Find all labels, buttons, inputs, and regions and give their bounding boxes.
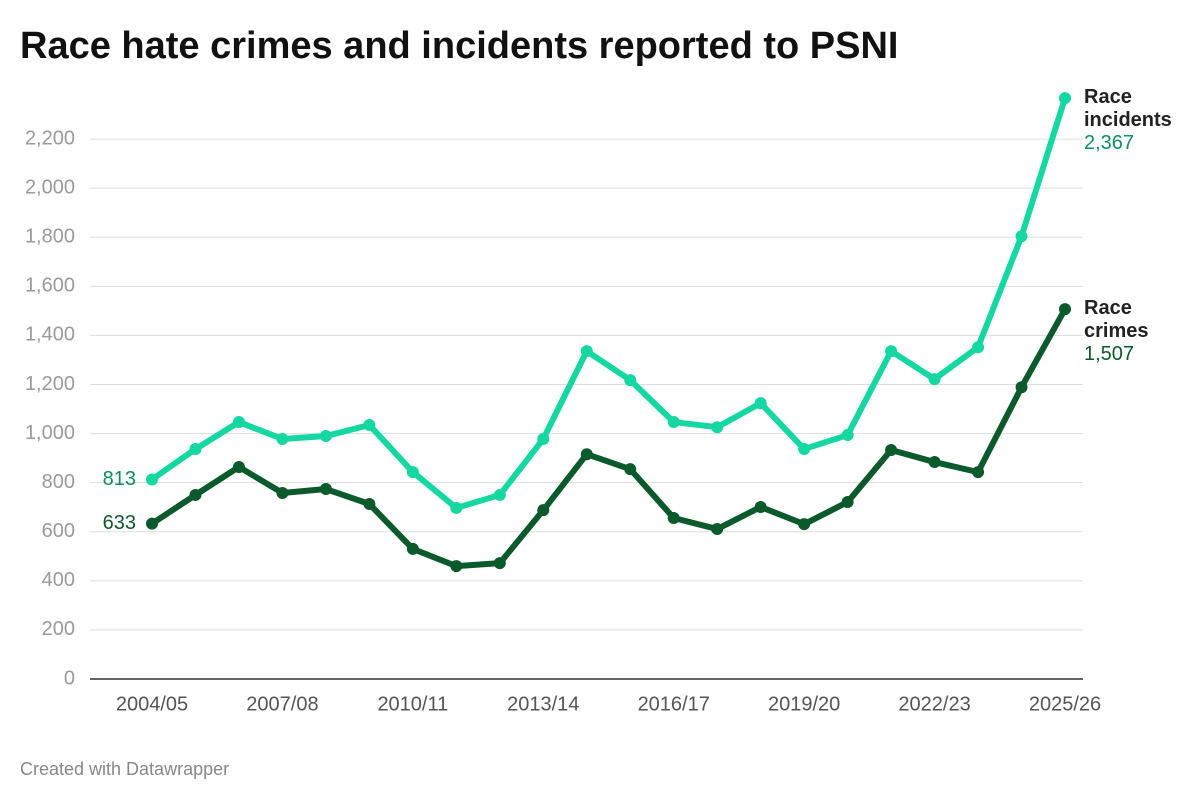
data-point <box>928 373 941 386</box>
data-point <box>363 498 376 511</box>
data-point <box>276 432 289 445</box>
data-point <box>146 473 158 486</box>
credit: Created with Datawrapper <box>20 759 229 779</box>
data-point <box>624 374 637 387</box>
x-tick-label: 2016/17 <box>638 693 710 715</box>
data-point <box>493 488 506 501</box>
y-tick-label: 1,600 <box>25 275 75 297</box>
data-point <box>580 448 593 461</box>
data-point <box>1015 230 1028 243</box>
data-point <box>754 500 767 513</box>
data-point <box>232 460 245 473</box>
data-point <box>667 512 680 525</box>
data-point <box>624 463 637 476</box>
y-tick-label: 2,200 <box>25 127 75 149</box>
data-point <box>1015 381 1028 394</box>
x-tick-label: 2004/05 <box>116 693 188 715</box>
data-point <box>406 466 419 479</box>
y-tick-label: 400 <box>42 569 75 591</box>
legend-label: Race crimes <box>1084 297 1149 343</box>
data-point <box>667 416 680 429</box>
y-tick-label: 1,400 <box>25 324 75 346</box>
data-point <box>537 504 550 517</box>
x-tick-label: 2025/26 <box>1029 693 1101 715</box>
data-point <box>928 456 941 469</box>
data-point <box>754 397 767 410</box>
data-point <box>276 486 289 499</box>
value-label: 2,367 <box>1084 132 1135 155</box>
data-point <box>232 416 245 429</box>
data-point <box>363 418 376 431</box>
end-label: Race incidents 2,367 <box>1084 86 1194 155</box>
value-label: 1,507 <box>1084 343 1135 366</box>
data-point <box>146 517 158 530</box>
y-tick-label: 800 <box>42 471 75 493</box>
y-tick-label: 0 <box>64 667 75 689</box>
data-point <box>972 466 985 479</box>
data-point <box>319 483 332 496</box>
chart-title: Race hate crimes and incidents reported … <box>20 25 898 67</box>
data-point <box>885 444 898 457</box>
data-point <box>406 542 419 555</box>
data-point <box>450 560 463 573</box>
series-line <box>150 97 1068 511</box>
data-point <box>450 501 463 514</box>
y-tick-label: 2,000 <box>25 176 75 198</box>
data-point <box>711 421 724 434</box>
x-tick-label: 2019/20 <box>768 693 840 715</box>
data-point <box>580 345 593 358</box>
data-point <box>537 432 550 445</box>
y-tick-label: 200 <box>42 618 75 640</box>
x-tick-label: 2010/11 <box>377 693 448 715</box>
data-point <box>493 557 506 570</box>
data-point <box>885 345 898 358</box>
data-point <box>1059 303 1071 316</box>
y-tick-label: 600 <box>42 520 75 542</box>
value-label: 633 <box>103 512 136 534</box>
data-point <box>319 430 332 443</box>
data-point <box>798 443 811 456</box>
series-line <box>150 307 1068 570</box>
data-point <box>1059 92 1071 105</box>
legend-label: Race incidents <box>1084 86 1172 132</box>
y-tick-label: 1,800 <box>25 226 75 248</box>
y-tick-label: 1,000 <box>25 422 75 444</box>
x-tick-label: 2013/14 <box>507 693 579 715</box>
data-point <box>841 496 854 509</box>
end-label: Race crimes 1,507 <box>1084 297 1194 366</box>
data-point <box>189 443 202 456</box>
value-label: 813 <box>103 468 136 490</box>
y-tick-label: 1,200 <box>25 373 75 395</box>
data-point <box>711 523 724 536</box>
data-point <box>798 518 811 531</box>
x-tick-label: 2007/08 <box>246 693 318 715</box>
data-point <box>972 341 985 354</box>
data-point <box>189 488 202 501</box>
x-tick-label: 2022/23 <box>898 693 970 715</box>
data-point <box>841 429 854 442</box>
